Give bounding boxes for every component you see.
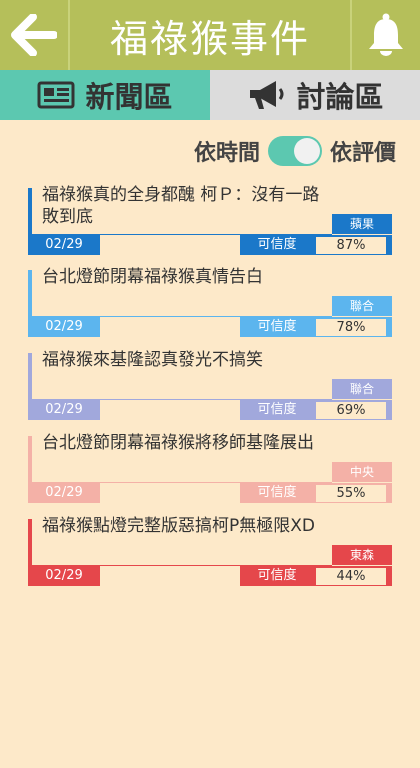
- news-title: 福祿猴來基隆認真發光不搞笑: [42, 350, 263, 370]
- sort-by-time-label: 依時間: [193, 141, 260, 166]
- sort-toggle[interactable]: [267, 136, 322, 166]
- credibility-value: 87%: [316, 237, 386, 254]
- news-card[interactable]: 福祿猴點燈完整版惡搞柯P無極限XD 東森 02/29 可信度 44%: [28, 516, 392, 589]
- notification-button[interactable]: [352, 0, 420, 70]
- source-badge: 聯合: [332, 379, 392, 399]
- sort-by-rating-label: 依評價: [329, 141, 396, 166]
- card-accent-bar: [28, 436, 32, 484]
- news-card[interactable]: 福祿猴來基隆認真發光不搞笑聯合 02/29 可信度 69%: [28, 350, 392, 423]
- news-title: 福祿猴真的全身都醜 柯Ｐ：沒有一路敗到底: [42, 185, 320, 227]
- tab-discussion-label: 討論區: [296, 80, 384, 114]
- card-divider: [28, 565, 332, 566]
- credibility-label: 可信度: [240, 566, 314, 586]
- news-date: 02/29: [28, 483, 100, 503]
- page-title: 福祿猴事件: [109, 16, 310, 61]
- source-badge: 聯合: [332, 296, 392, 316]
- credibility-label: 可信度: [240, 400, 314, 420]
- card-accent-bar: [28, 353, 32, 401]
- toggle-knob: [293, 138, 320, 164]
- credibility-value: 55%: [316, 485, 386, 502]
- news-date: 02/29: [28, 317, 100, 337]
- news-card[interactable]: 台北燈節閉幕福祿猴真情告白聯合 02/29 可信度 78%: [28, 267, 392, 340]
- credibility-box: 44%: [314, 566, 392, 586]
- source-badge: 東森: [332, 545, 392, 565]
- credibility-box: 78%: [314, 317, 392, 337]
- topbar-divider: [68, 0, 70, 70]
- tab-discussion[interactable]: 討論區: [210, 70, 420, 120]
- source-badge: 蘋果: [332, 214, 392, 234]
- megaphone-icon: [250, 81, 284, 109]
- back-arrow-icon: [11, 14, 57, 56]
- news-date: 02/29: [28, 400, 100, 420]
- tab-news[interactable]: 新聞區: [0, 70, 210, 120]
- news-card[interactable]: 福祿猴真的全身都醜 柯Ｐ：沒有一路敗到底 蘋果 02/29 可信度 87%: [28, 185, 392, 258]
- back-button[interactable]: [0, 0, 68, 70]
- card-accent-bar: [28, 519, 32, 567]
- credibility-value: 69%: [316, 402, 386, 419]
- source-badge: 中央: [332, 462, 392, 482]
- bell-icon: [369, 13, 403, 56]
- card-divider: [28, 482, 332, 483]
- credibility-label: 可信度: [240, 317, 314, 337]
- top-bar: 福祿猴事件: [0, 0, 420, 70]
- news-title: 台北燈節閉幕福祿猴真情告白: [42, 267, 263, 287]
- tab-bar: 新聞區 討論區: [0, 70, 420, 120]
- news-title: 台北燈節閉幕福祿猴將移師基隆展出: [42, 433, 314, 453]
- credibility-label: 可信度: [240, 483, 314, 503]
- news-title: 福祿猴點燈完整版惡搞柯P無極限XD: [42, 516, 315, 536]
- card-divider: [28, 399, 332, 400]
- credibility-box: 69%: [314, 400, 392, 420]
- topbar-divider: [350, 0, 352, 70]
- credibility-box: 55%: [314, 483, 392, 503]
- card-accent-bar: [28, 188, 32, 236]
- news-date: 02/29: [28, 566, 100, 586]
- credibility-value: 78%: [316, 319, 386, 336]
- credibility-label: 可信度: [240, 235, 314, 255]
- newspaper-icon: [37, 81, 75, 109]
- card-divider: [28, 234, 332, 235]
- card-divider: [28, 316, 332, 317]
- news-card[interactable]: 台北燈節閉幕福祿猴將移師基隆展出 中央 02/29 可信度 55%: [28, 433, 392, 506]
- sort-toggle-row: 依時間 依評價: [194, 134, 396, 168]
- tab-news-label: 新聞區: [85, 80, 173, 114]
- news-date: 02/29: [28, 235, 100, 255]
- credibility-box: 87%: [314, 235, 392, 255]
- credibility-value: 44%: [316, 568, 386, 585]
- card-accent-bar: [28, 270, 32, 318]
